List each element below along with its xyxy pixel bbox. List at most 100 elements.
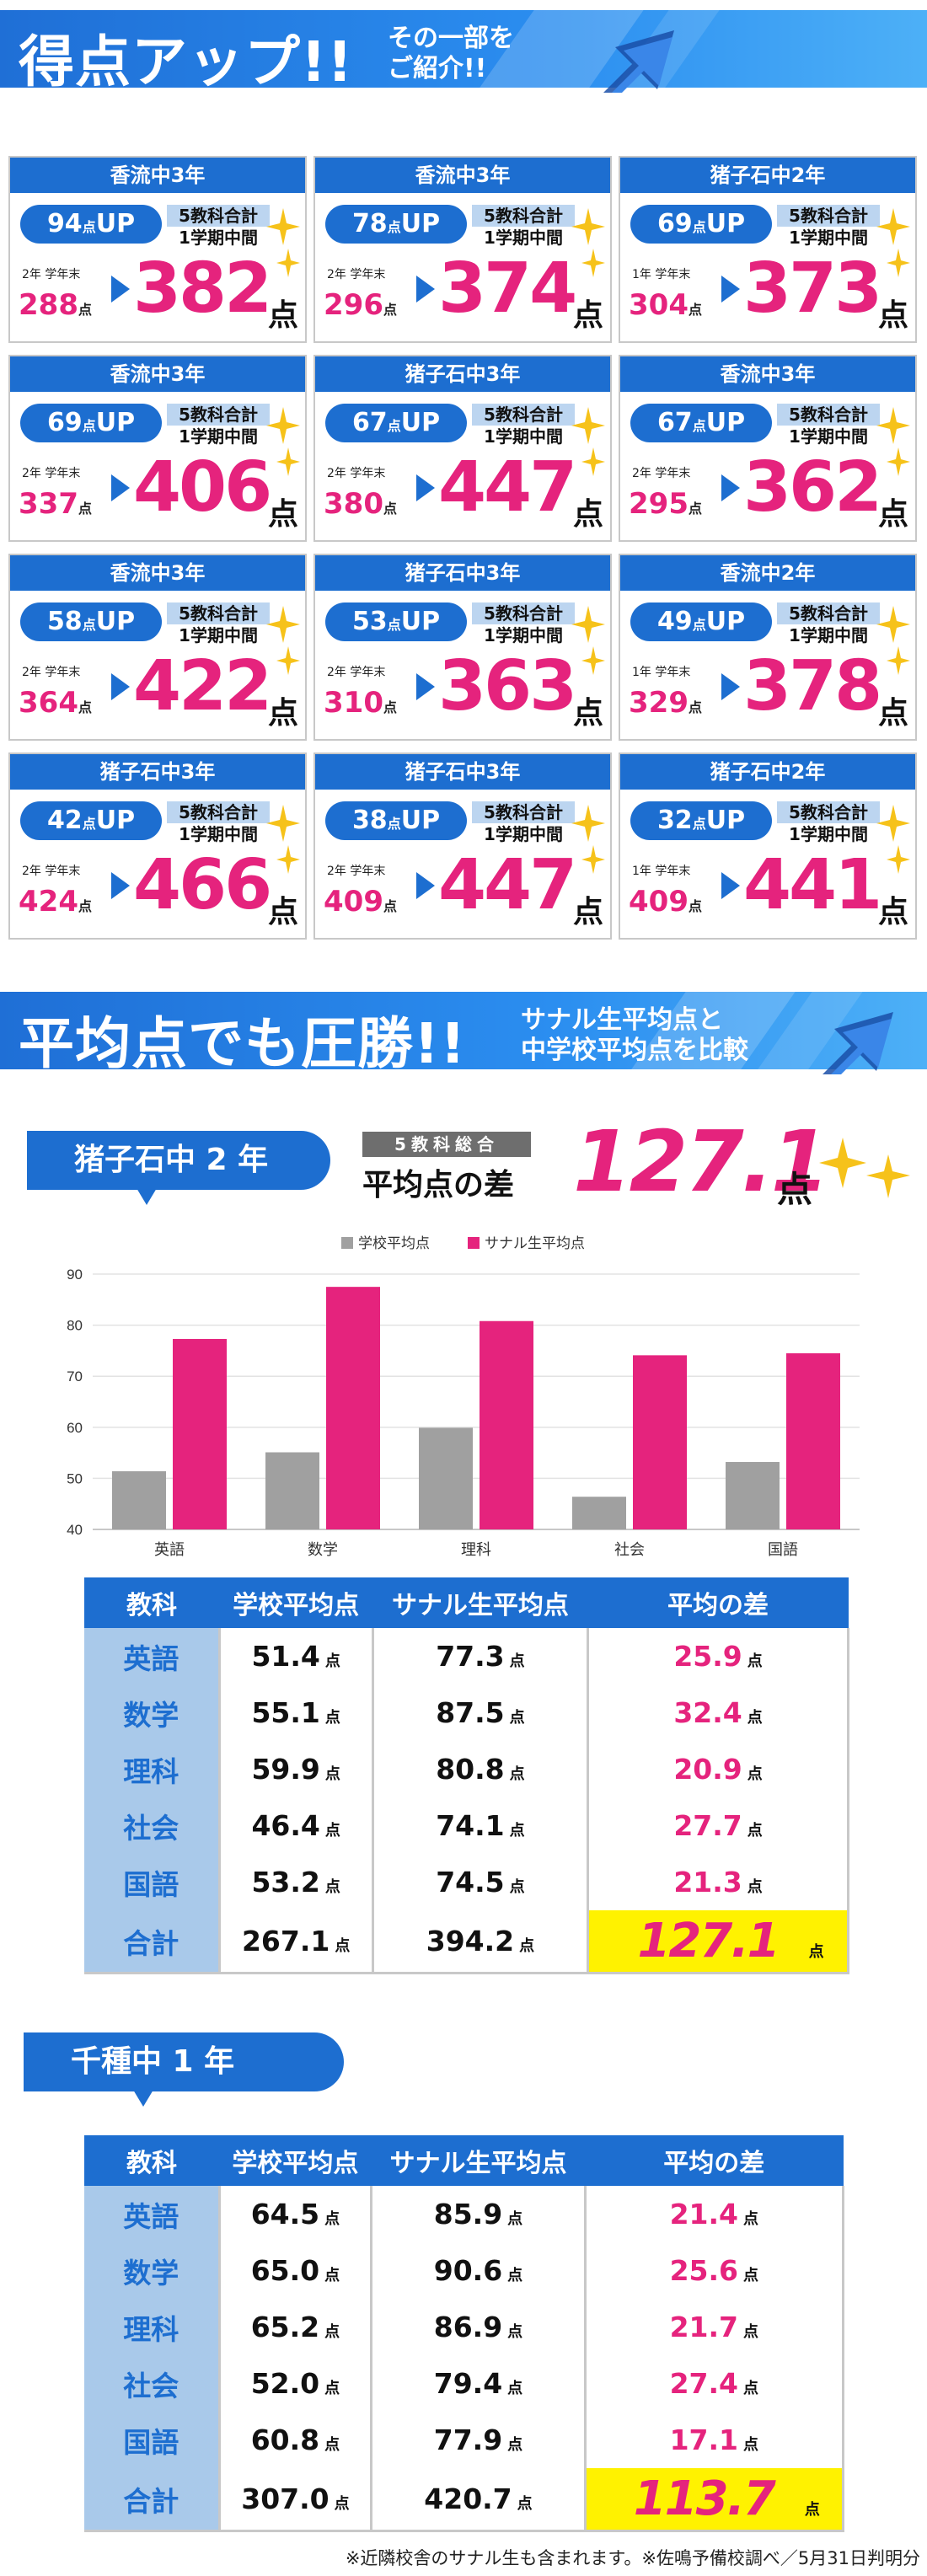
school-average-cell: 60.8 点 [217, 2412, 373, 2468]
score-card: 猪子石中3年 67点UP 5教科合計 1学期中間 2年 学年末 380点 447 点 [313, 355, 612, 542]
card-school: 猪子石中3年 [10, 754, 305, 790]
card-score-unit: 点 [572, 895, 603, 929]
section2-title: 平均点でも圧勝!! [19, 1011, 467, 1074]
subject-cell: 理科 [84, 1741, 221, 1797]
sparkle-icon [571, 407, 605, 476]
score-card: 香流中3年 69点UP 5教科合計 1学期中間 2年 学年末 337点 406 点 [8, 355, 307, 542]
card-tag: 5教科合計 1学期中間 [167, 205, 270, 250]
school-average-cell: 46.4 点 [217, 1797, 374, 1854]
sparkle-icon [876, 606, 910, 675]
sanaru-average-cell: 79.4 点 [370, 2355, 587, 2412]
card-score-unit: 点 [572, 696, 603, 731]
card-new-score: 378 [743, 646, 882, 726]
table-row: 国語 53.2 点 74.5 点 21.3 点 [84, 1854, 849, 1910]
score-card: 香流中3年 94点UP 5教科合計 1学期中間 2年 学年末 288点 382 点 [8, 156, 307, 343]
x-tick-label: 英語 [154, 1541, 185, 1558]
grade-label-chikusa: 千種中 1 年 [24, 2032, 344, 2107]
table-row: 合計 307.0 点 420.7 点 113.7 点 [84, 2468, 845, 2532]
difference-cell: 27.7 点 [587, 1797, 849, 1854]
score-card: 猪子石中3年 53点UP 5教科合計 1学期中間 2年 学年末 310点 363 点 [313, 554, 612, 741]
comparison-table-inokoishi: 教科 学校平均点 サナル生平均点 平均の差 英語 51.4 点 77.3 点 25.9 点数学 55.… [84, 1577, 849, 1974]
sparkle-icon [266, 208, 300, 277]
card-prev-score: 424点 [19, 885, 92, 918]
table-row: 数学 55.1 点 87.5 点 32.4 点 [84, 1684, 849, 1741]
card-up-badge: 69点UP [630, 205, 772, 244]
subject-cell: 理科 [84, 2299, 221, 2355]
legend-swatch [468, 1237, 480, 1249]
subject-cell: 国語 [84, 1854, 221, 1910]
difference-cell: 21.4 点 [583, 2186, 845, 2242]
sanaru-average-cell: 87.5 点 [371, 1684, 590, 1741]
table-row: 社会 46.4 点 74.1 点 27.7 点 [84, 1797, 849, 1854]
card-school: 香流中3年 [315, 158, 610, 193]
table-row: 英語 51.4 点 77.3 点 25.9 点 [84, 1628, 849, 1684]
sparkle-icon [266, 606, 300, 675]
card-score-unit: 点 [267, 298, 298, 333]
card-score-unit: 点 [572, 497, 603, 532]
arrow-right-icon [416, 474, 435, 501]
card-new-score: 447 [438, 845, 577, 925]
score-card: 猪子石中2年 69点UP 5教科合計 1学期中間 1年 学年末 304点 373 点 [619, 156, 917, 343]
arrow-right-icon [111, 872, 130, 899]
card-tag: 5教科合計 1学期中間 [472, 602, 575, 648]
card-new-score: 422 [133, 646, 272, 726]
sanaru-average-cell: 420.7 点 [370, 2468, 587, 2532]
card-new-score: 362 [743, 447, 882, 528]
table-header-cell: 学校平均点 [219, 2135, 372, 2186]
school-average-cell: 65.2 点 [217, 2299, 373, 2355]
card-prev-label: 2年 学年末 [327, 467, 386, 480]
card-up-badge: 53点UP [325, 602, 467, 641]
score-card: 猪子石中2年 32点UP 5教科合計 1学期中間 1年 学年末 409点 441 点 [619, 752, 917, 940]
school-average-cell: 307.0 点 [217, 2468, 373, 2532]
y-tick-label: 90 [67, 1267, 83, 1283]
sanaru-average-cell: 86.9 点 [370, 2299, 587, 2355]
card-prev-score: 409点 [324, 885, 397, 918]
footnote: ※近隣校舎のサナル生も含まれます。※佐鳴予備校調べ／5月31日判明分 [345, 2548, 920, 2568]
table-header-cell: サナル生平均点 [371, 2135, 586, 2186]
card-new-score: 406 [133, 447, 272, 528]
card-prev-label: 2年 学年末 [22, 666, 81, 679]
difference-cell: 25.6 点 [583, 2242, 845, 2299]
score-card: 猪子石中3年 38点UP 5教科合計 1学期中間 2年 学年末 409点 447 点 [313, 752, 612, 940]
section1-title: 得点アップ!! [19, 29, 354, 93]
sparkle-icon [571, 805, 605, 874]
table-header-cell: 学校平均点 [219, 1577, 373, 1628]
card-new-score: 447 [438, 447, 577, 528]
table-header-cell: サナル生平均点 [372, 1577, 588, 1628]
card-prev-score: 364点 [19, 686, 92, 720]
card-prev-label: 2年 学年末 [22, 467, 81, 480]
card-prev-score: 296点 [324, 288, 397, 322]
card-up-badge: 42点UP [20, 801, 162, 840]
card-prev-label: 2年 学年末 [632, 467, 691, 480]
card-prev-score: 380点 [324, 487, 397, 521]
school-average-cell: 59.9 点 [217, 1741, 374, 1797]
card-prev-score: 295点 [629, 487, 702, 521]
bar-school [419, 1427, 473, 1529]
sparkle-icon [819, 1138, 910, 1198]
table-row: 国語 60.8 点 77.9 点 17.1 点 [84, 2412, 845, 2468]
card-prev-label: 1年 学年末 [632, 268, 691, 281]
score-card: 香流中3年 58点UP 5教科合計 1学期中間 2年 学年末 364点 422 点 [8, 554, 307, 741]
x-tick-label: 国語 [768, 1541, 798, 1558]
card-prev-score: 409点 [629, 885, 702, 918]
y-tick-label: 70 [67, 1368, 83, 1384]
bar-school [726, 1462, 780, 1529]
table-row: 英語 64.5 点 85.9 点 21.4 点 [84, 2186, 845, 2242]
card-up-badge: 32点UP [630, 801, 772, 840]
difference-cell: 27.4 点 [583, 2355, 845, 2412]
card-tag: 5教科合計 1学期中間 [777, 205, 880, 250]
school-average-cell: 267.1 点 [217, 1910, 374, 1974]
card-tag: 5教科合計 1学期中間 [777, 801, 880, 847]
sanaru-average-cell: 77.3 点 [371, 1628, 590, 1684]
card-prev-label: 2年 学年末 [327, 666, 386, 679]
card-new-score: 373 [743, 249, 882, 329]
card-school: 猪子石中3年 [315, 555, 610, 591]
subject-cell: 合計 [84, 2468, 221, 2532]
difference-cell: 113.7 点 [583, 2468, 845, 2532]
arrow-right-icon [111, 673, 130, 700]
table-header-row: 教科 学校平均点 サナル生平均点 平均の差 [84, 1577, 849, 1628]
score-card: 香流中3年 78点UP 5教科合計 1学期中間 2年 学年末 296点 374 点 [313, 156, 612, 343]
sparkle-icon [571, 606, 605, 675]
card-prev-score: 310点 [324, 686, 397, 720]
